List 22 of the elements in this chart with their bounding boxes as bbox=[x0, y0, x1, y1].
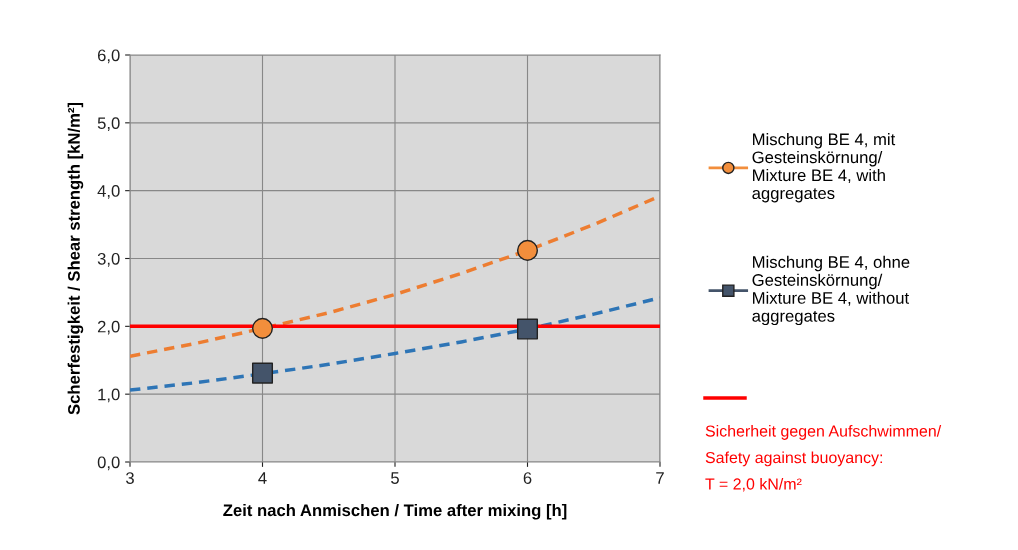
point bbox=[251, 317, 274, 339]
y-tick-label: 5,0 bbox=[97, 117, 120, 132]
y-tick-label: 2,0 bbox=[97, 320, 120, 335]
point bbox=[251, 362, 274, 384]
x-tick-label: 5 bbox=[391, 472, 399, 484]
point bbox=[516, 318, 539, 340]
y-tick-label: 0,0 bbox=[97, 456, 120, 471]
x-tick-label: 6 bbox=[523, 472, 532, 484]
x-axis-title: Zeit nach Anmischen / Time after mixing [h] bbox=[223, 503, 567, 520]
ref-line-label: Sicherheit gegen Aufschwimmen/ Safety against buoyancy: T = 2,0 kN/m² bbox=[705, 425, 942, 492]
legend-label: Mischung BE 4, ohne Gesteinskörnung/ Mixture BE 4, without aggregates bbox=[752, 255, 910, 326]
x-tick-label: 3 bbox=[126, 472, 134, 484]
point bbox=[516, 239, 539, 261]
legend-label: Mischung BE 4, mit Gesteinskörnung/ Mixture BE 4, with aggregates bbox=[752, 133, 896, 203]
y-tick-label: 6,0 bbox=[97, 49, 120, 64]
y-axis-title: Scherfestigkeit / Shear strength [kN/m²] bbox=[67, 102, 84, 415]
x-tick-label: 7 bbox=[656, 472, 664, 484]
line-series bbox=[130, 296, 660, 392]
x-tick-label: 4 bbox=[258, 472, 267, 484]
y-tick-label: 1,0 bbox=[98, 388, 120, 403]
y-tick-label: 3,0 bbox=[97, 252, 120, 267]
y-tick-label: 4,0 bbox=[97, 185, 120, 199]
